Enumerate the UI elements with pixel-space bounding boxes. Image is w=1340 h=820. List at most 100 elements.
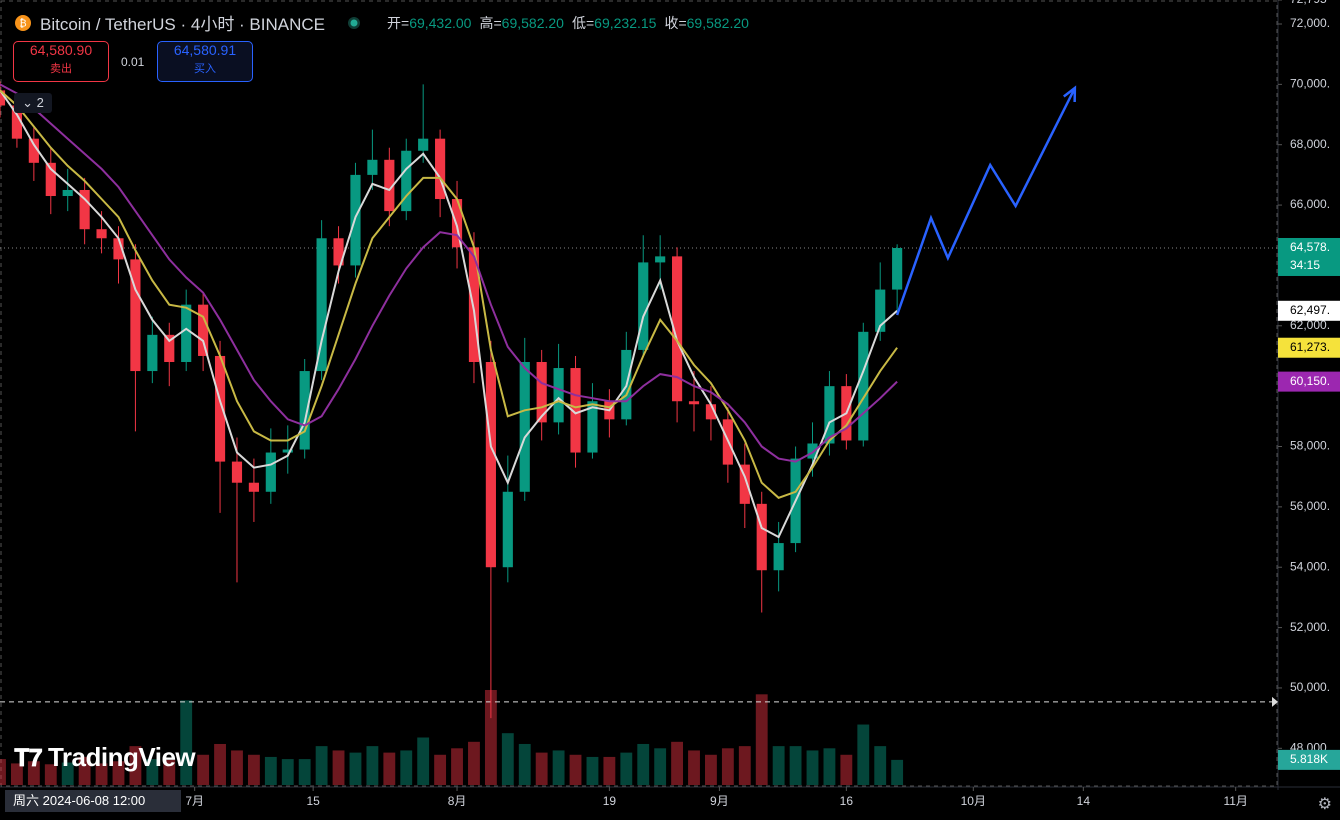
symbol-title[interactable]: Bitcoin / TetherUS · 4小时 · BINANCE [40,15,325,34]
candle-body [181,304,192,363]
candle-body [451,199,463,248]
y-tick-label: 62,000. [1290,318,1330,332]
price-tag [1278,300,1340,321]
moving-average [0,83,898,463]
candle-body [113,238,124,260]
x-tick-label: 19 [603,794,617,808]
candle-body [333,238,344,266]
price-tag-label: 62,497. [1290,303,1330,317]
candle-body [536,362,547,423]
candle-body [0,90,6,106]
candle-body [807,443,818,459]
candle-body [688,401,700,405]
candle-body [418,138,429,151]
candle-body [655,256,666,263]
symbol-header: ₿ Bitcoin / TetherUS · 4小时 · BINANCE 开=6… [14,10,757,35]
volume-bar [61,762,74,785]
sell-button[interactable]: 64,580.90 卖出 [13,41,109,82]
y-tick-label: 54,000. [1290,559,1330,573]
candle-body [858,331,869,441]
volume-bar [332,750,345,785]
settings-icon[interactable]: ⚙ [1317,796,1332,813]
volume-bar [417,737,430,785]
volume-bar [315,746,328,785]
y-tick-label: 72,000. [1290,16,1330,30]
candle-body [265,452,276,492]
volume-bar [891,759,904,785]
candle-body [519,362,530,492]
volume-bar [806,750,819,785]
y-tick-label: 70,000. [1290,77,1330,91]
buy-button[interactable]: 64,580.91 买入 [157,41,253,82]
y-tick-label: 58,000. [1290,439,1330,453]
volume-bar [44,764,57,785]
candle-body [485,362,496,568]
candle-body [773,543,784,571]
drawing-arrowhead [1063,85,1077,103]
volume-bar [552,750,565,785]
candle-body [11,105,23,139]
volume-bar [501,733,514,785]
volume-bar [569,754,582,785]
moving-average [0,89,898,539]
market-status [348,16,360,29]
ohlc-value: 69,432.00 [409,14,472,31]
quantity[interactable]: 0.01 [121,55,145,69]
volume-bar [738,746,751,785]
candle-body [96,229,107,239]
ohlc-label: 开= [387,14,410,31]
candle-body [401,150,412,212]
candle-body [282,449,293,453]
indicators-toggle[interactable]: ⌄ 2 [14,93,52,113]
ohlc-value: 69,232.15 [594,14,657,31]
volume-bar [349,752,362,785]
candle-body [672,256,683,402]
volume-bar [772,746,785,785]
volume-bar [789,746,802,785]
logo-text: TradingView [47,742,196,772]
x-tick-label: 11月 [1223,794,1247,808]
y-tick-label: 66,000. [1290,197,1330,211]
volume-bar [180,700,193,785]
volume-bar [78,756,91,785]
volume-bar [755,694,768,785]
volume-bar [146,759,159,785]
volume-tag-label: 5.818K [1290,752,1328,766]
volume-bar [214,743,226,785]
ohlc-label: 收= [664,14,687,31]
candle-body [248,482,259,492]
candle-body [384,159,395,212]
candle-body [28,138,39,163]
candle-body [367,159,378,175]
candle-body [587,401,598,453]
volume-bar [671,741,684,785]
price-tag-label: 60,150. [1290,374,1330,388]
y-tick-label: 68,000. [1290,137,1330,151]
ohlc-label: 低= [571,14,595,31]
crosshair-time: 周六 2024-06-08 12:00 [5,790,181,812]
volume-bar [163,759,176,785]
volume-bar [281,759,294,785]
candle-body [164,334,175,363]
volume-bar [586,756,599,785]
y-tick-label: 72,795 [1290,0,1327,6]
candle-body [198,304,209,356]
volume-bar [603,756,616,785]
buy-label: 买入 [194,63,216,75]
price-tag-label: 61,273. [1290,340,1330,354]
candle-body [705,404,717,420]
trend-drawing [895,87,1077,316]
candle-body [468,247,480,363]
volume-bar [197,754,210,785]
indicators-count: 2 [36,95,44,110]
price-tag [1278,237,1340,276]
candle-body [553,368,564,423]
candle-body [875,289,886,332]
chart-frame [0,0,1278,787]
ohlc-value: 69,582.20 [686,14,749,31]
x-tick-label: 9月 [710,794,729,808]
candle-body [756,503,767,571]
volume-bar [129,746,142,785]
x-tick-label: 10月 [961,794,986,808]
